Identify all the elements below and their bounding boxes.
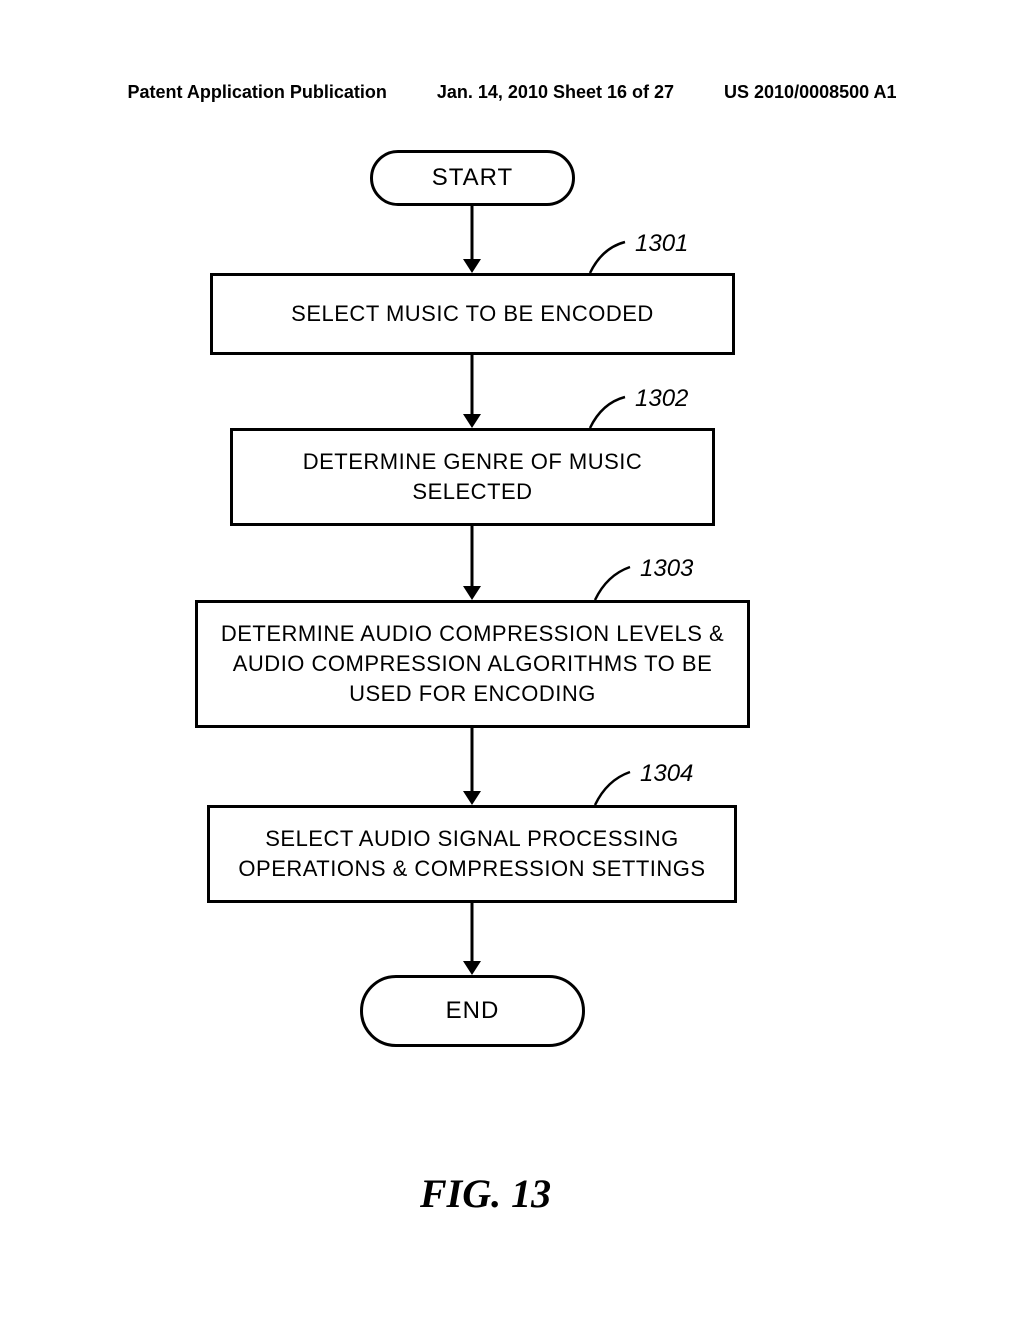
header-right: US 2010/0008500 A1 (724, 82, 896, 103)
header-center: Jan. 14, 2010 Sheet 16 of 27 (437, 82, 674, 103)
flowchart: START SELECT MUSIC TO BE ENCODED 1301 DE… (0, 140, 1024, 1140)
header-left: Patent Application Publication (128, 82, 387, 103)
node-end-label: END (446, 997, 500, 1025)
figure-caption: FIG. 13 (420, 1170, 551, 1217)
node-end: END (360, 975, 585, 1047)
page-header: Patent Application Publication Jan. 14, … (0, 82, 1024, 103)
